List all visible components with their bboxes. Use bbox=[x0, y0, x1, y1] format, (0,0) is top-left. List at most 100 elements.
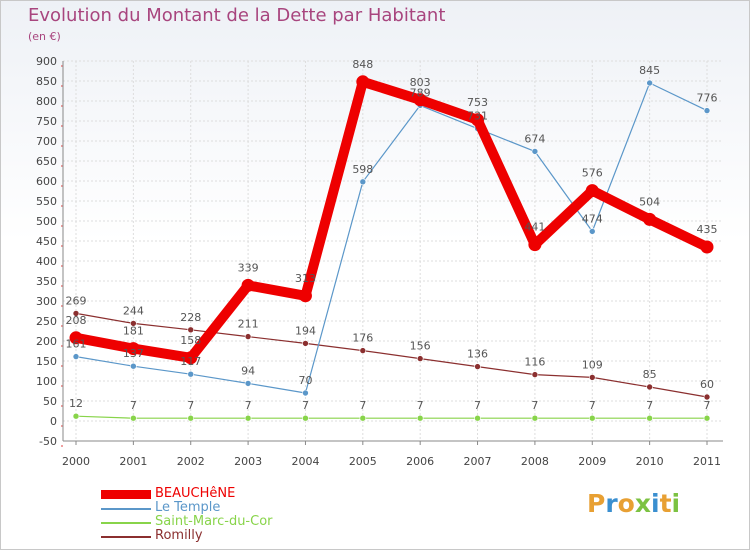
data-label: 137 bbox=[123, 347, 144, 360]
y-tick-label: 200 bbox=[36, 335, 57, 348]
data-point-beauch-ne bbox=[700, 240, 714, 254]
data-label: 194 bbox=[295, 324, 316, 337]
data-point-beauch-ne bbox=[413, 93, 427, 107]
legend-item-saint-marc-du-cor: Saint-Marc-du-Cor bbox=[101, 514, 361, 529]
y-tick-label: 900 bbox=[36, 55, 57, 68]
data-label: 7 bbox=[417, 399, 424, 412]
data-point-romilly bbox=[187, 326, 195, 334]
data-point-saint-marc-du-cor bbox=[588, 414, 596, 422]
y-tick-label: 550 bbox=[36, 195, 57, 208]
series-layer bbox=[69, 75, 714, 422]
brand-letter: i bbox=[651, 489, 660, 518]
data-point-saint-marc-du-cor bbox=[244, 414, 252, 422]
data-label: 85 bbox=[643, 368, 657, 381]
data-label: 789 bbox=[410, 86, 431, 99]
legend-swatch bbox=[101, 536, 151, 538]
data-label: 474 bbox=[582, 212, 603, 225]
brand-logo: Proxiti bbox=[587, 489, 680, 518]
data-point-saint-marc-du-cor bbox=[416, 414, 424, 422]
data-point-beauch-ne bbox=[184, 351, 198, 365]
legend-item-romilly: Romilly bbox=[101, 528, 361, 543]
x-tick-label: 2003 bbox=[234, 455, 262, 468]
y-tick-label: 150 bbox=[36, 355, 57, 368]
data-label: 161 bbox=[66, 338, 87, 351]
data-label: 674 bbox=[524, 132, 545, 145]
grid-lines bbox=[63, 60, 723, 442]
x-tick-label: 2011 bbox=[693, 455, 721, 468]
chart-subtitle: (en €) bbox=[28, 30, 61, 43]
data-label: 339 bbox=[238, 261, 259, 274]
data-label: 435 bbox=[697, 223, 718, 236]
data-point-romilly bbox=[474, 363, 481, 370]
data-point-saint-marc-du-cor bbox=[474, 414, 481, 422]
legend-item-beauchene: BEAUCHêNE bbox=[101, 486, 361, 501]
data-point-le-temple bbox=[187, 370, 195, 378]
data-point-le-temple bbox=[646, 79, 653, 87]
data-label: 228 bbox=[180, 311, 201, 324]
y-tick-label: 650 bbox=[36, 155, 57, 168]
data-label: 70 bbox=[298, 374, 312, 387]
data-point-le-temple bbox=[588, 228, 596, 235]
chart-title: Evolution du Montant de la Dette par Hab… bbox=[28, 5, 446, 26]
data-point-beauch-ne bbox=[643, 212, 657, 226]
brand-letter: P bbox=[587, 489, 606, 518]
data-point-beauch-ne bbox=[298, 289, 312, 303]
data-label: 269 bbox=[66, 294, 87, 307]
data-label: 116 bbox=[524, 356, 545, 369]
data-label: 7 bbox=[359, 399, 366, 412]
data-label: 244 bbox=[123, 304, 144, 317]
y-tick-label: 350 bbox=[36, 275, 57, 288]
x-tick-label: 2001 bbox=[119, 455, 147, 468]
y-tick-label: 300 bbox=[36, 295, 57, 308]
data-point-le-temple bbox=[359, 178, 367, 186]
data-point-romilly bbox=[302, 340, 309, 347]
data-label: 12 bbox=[69, 397, 83, 410]
data-point-romilly bbox=[703, 393, 711, 401]
data-point-le-temple bbox=[302, 389, 309, 397]
data-point-romilly bbox=[359, 347, 367, 354]
legend-swatch bbox=[101, 522, 151, 524]
legend-label: Saint-Marc-du-Cor bbox=[155, 514, 273, 529]
y-tick-label: 700 bbox=[36, 135, 57, 148]
data-label: 7 bbox=[646, 399, 653, 412]
data-label: 598 bbox=[352, 163, 373, 176]
y-tick-label: 0 bbox=[50, 415, 57, 428]
y-tick-label: 400 bbox=[36, 255, 57, 268]
data-label: 504 bbox=[639, 195, 660, 208]
data-point-saint-marc-du-cor bbox=[130, 414, 137, 422]
data-point-romilly bbox=[130, 320, 137, 327]
y-tick-label: 750 bbox=[36, 115, 57, 128]
x-tick-label: 2007 bbox=[464, 455, 492, 468]
data-point-le-temple bbox=[130, 362, 137, 370]
data-label: 803 bbox=[410, 76, 431, 89]
x-tick-label: 2008 bbox=[521, 455, 549, 468]
brand-letter: r bbox=[605, 489, 618, 518]
data-label: 7 bbox=[187, 399, 194, 412]
series-line-beauch-ne bbox=[71, 76, 712, 363]
data-point-le-temple bbox=[531, 148, 539, 155]
data-point-beauch-ne bbox=[471, 113, 485, 127]
data-point-beauch-ne bbox=[69, 331, 83, 345]
x-tick-label: 2002 bbox=[177, 455, 205, 468]
data-point-romilly bbox=[244, 333, 252, 340]
x-tick-label: 2005 bbox=[349, 455, 377, 468]
y-tick-label: -50 bbox=[39, 435, 57, 448]
data-label: 181 bbox=[123, 325, 144, 338]
y-tick-label: 850 bbox=[36, 75, 57, 88]
y-tick-label: 50 bbox=[43, 395, 57, 408]
x-tick-label: 2006 bbox=[406, 455, 434, 468]
data-point-romilly bbox=[646, 383, 653, 391]
data-label: 136 bbox=[467, 348, 488, 361]
data-point-beauch-ne bbox=[356, 75, 370, 89]
data-point-beauch-ne bbox=[126, 342, 140, 356]
series-line-le-temple bbox=[75, 82, 708, 394]
data-label: 7 bbox=[589, 399, 596, 412]
data-label: 117 bbox=[180, 355, 201, 368]
series-line-saint-marc-du-cor bbox=[75, 415, 708, 419]
series-line-romilly bbox=[75, 312, 708, 398]
data-label: 60 bbox=[700, 378, 714, 391]
legend-item-le-temple: Le Temple bbox=[101, 500, 361, 515]
data-point-le-temple bbox=[72, 353, 80, 360]
brand-letter: i bbox=[671, 489, 681, 518]
